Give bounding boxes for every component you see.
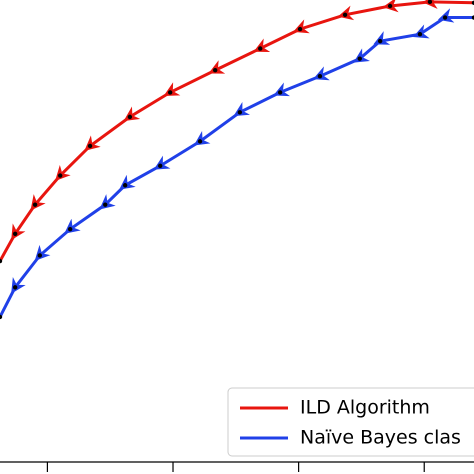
- point: [427, 0, 433, 5]
- legend-label: Naïve Bayes clas: [300, 427, 461, 449]
- point: [122, 183, 128, 188]
- point: [127, 114, 133, 120]
- series-line: [0, 8, 474, 318]
- point: [32, 202, 38, 207]
- point: [212, 68, 218, 73]
- point: [12, 231, 18, 236]
- point: [167, 90, 173, 95]
- point: [237, 110, 243, 115]
- point: [317, 74, 323, 79]
- point: [357, 56, 362, 61]
- point: [0, 314, 3, 320]
- point: [471, 0, 474, 5]
- point: [197, 139, 203, 144]
- point: [258, 46, 263, 51]
- point: [158, 163, 163, 169]
- point: [67, 226, 73, 232]
- point: [12, 285, 18, 290]
- point: [417, 31, 423, 37]
- point: [377, 38, 383, 44]
- point: [57, 173, 63, 178]
- legend-label: ILD Algorithm: [300, 397, 430, 419]
- point: [471, 15, 474, 20]
- point: [387, 3, 393, 9]
- point: [87, 143, 93, 149]
- legend-box: [227, 387, 474, 457]
- point: [103, 202, 108, 207]
- point: [277, 90, 283, 95]
- series-line: [0, 0, 474, 262]
- point: [297, 26, 303, 32]
- point: [342, 12, 348, 17]
- point: [442, 15, 448, 20]
- point: [0, 258, 3, 264]
- point: [37, 253, 43, 258]
